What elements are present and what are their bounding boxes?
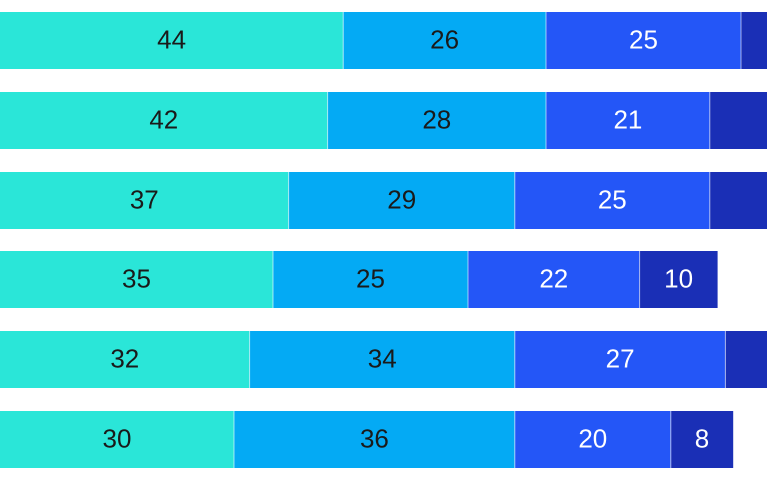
data-label-r6-s3: 20 (578, 423, 607, 453)
segment-divider (514, 331, 516, 388)
bar-row-2: 42 28 21 (0, 92, 767, 149)
segment-divider (709, 172, 711, 229)
segment-divider (709, 92, 711, 149)
bar-segment-r4-s1 (0, 251, 273, 308)
bar-segment-r3-s2 (288, 172, 515, 229)
data-label-r4-s1: 35 (122, 263, 151, 293)
bar-segment-r5-s3 (514, 331, 726, 388)
bar-segment-r2-s3 (546, 92, 710, 149)
segment-divider (740, 12, 742, 69)
bar-segment-r3-s4 (709, 172, 767, 229)
bar-segment-r2-s2 (327, 92, 546, 149)
bar-segment-r5-s2 (249, 331, 515, 388)
data-label-r6-s1: 30 (103, 423, 132, 453)
bar-segment-r6-s2 (234, 411, 515, 468)
segment-divider (272, 251, 274, 308)
bar-segment-r1-s1 (0, 12, 344, 69)
segment-divider (467, 251, 469, 308)
bar-segment-r1-s2 (343, 12, 546, 69)
segment-divider (288, 172, 290, 229)
bar-row-4: 35 25 22 10 (0, 251, 718, 308)
bar-row-5: 32 34 27 (0, 331, 767, 388)
bar-segment-r4-s2 (273, 251, 468, 308)
data-label-r4-s4: 10 (664, 263, 693, 293)
data-label-r2-s2: 28 (422, 104, 451, 134)
bar-segment-r1-s3 (546, 12, 741, 69)
data-label-r1-s1: 44 (157, 24, 186, 54)
bar-segment-r3-s1 (0, 172, 289, 229)
bar-segment-r6-s1 (0, 411, 234, 468)
segment-divider (545, 92, 547, 149)
bar-segment-r4-s3 (468, 251, 640, 308)
bar-segment-r3-s3 (514, 172, 710, 229)
data-label-r1-s3: 25 (629, 24, 658, 54)
segment-divider (327, 92, 329, 149)
bar-segment-r5-s1 (0, 331, 250, 388)
bar-segment-r2-s4 (709, 92, 767, 149)
segment-divider (342, 12, 344, 69)
bar-segment-r1-s4 (741, 12, 767, 69)
data-label-r4-s2: 25 (356, 263, 385, 293)
segment-divider (639, 251, 641, 308)
bar-row-1: 44 26 25 (0, 12, 767, 69)
data-label-r2-s1: 42 (149, 104, 178, 134)
bar-segment-r6-s4 (670, 411, 734, 468)
data-label-r3-s2: 29 (387, 184, 416, 214)
segment-divider (545, 12, 547, 69)
data-label-r5-s3: 27 (606, 343, 635, 373)
data-label-r5-s1: 32 (110, 343, 139, 373)
bar-segment-r6-s3 (514, 411, 671, 468)
data-label-r4-s3: 22 (539, 263, 568, 293)
bar-row-6: 30 36 20 8 (0, 411, 734, 468)
data-label-r5-s2: 34 (368, 343, 397, 373)
data-label-r3-s1: 37 (130, 184, 159, 214)
segment-divider (670, 411, 672, 468)
data-label-r3-s3: 25 (598, 184, 627, 214)
segment-divider (724, 331, 726, 388)
segment-divider (514, 172, 516, 229)
segment-divider (514, 411, 516, 468)
bar-segment-r2-s1 (0, 92, 328, 149)
bar-row-3: 37 29 25 (0, 172, 767, 229)
segment-divider (233, 411, 235, 468)
data-label-r6-s4: 8 (695, 423, 709, 453)
segment-divider (249, 331, 251, 388)
data-label-r1-s2: 26 (430, 24, 459, 54)
bar-segment-r4-s4 (639, 251, 718, 308)
data-label-r2-s3: 21 (613, 104, 642, 134)
data-label-r6-s2: 36 (360, 423, 389, 453)
bar-segment-r5-s4 (725, 331, 767, 388)
